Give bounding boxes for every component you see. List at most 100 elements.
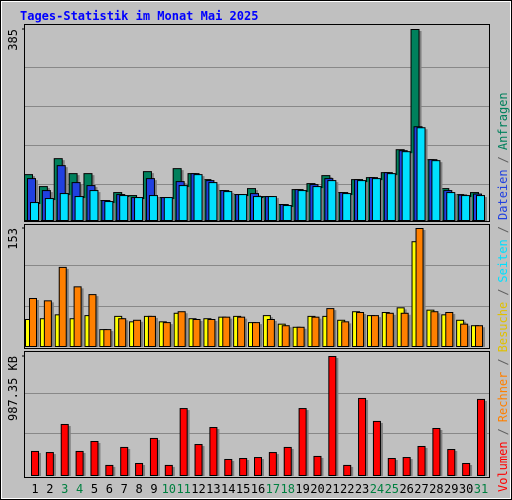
bar bbox=[45, 452, 54, 477]
bar bbox=[460, 323, 469, 347]
bar bbox=[135, 462, 144, 476]
bar bbox=[60, 423, 69, 476]
x-tick-label: 5 bbox=[91, 482, 98, 496]
bar bbox=[179, 408, 188, 477]
bar bbox=[149, 437, 158, 476]
bar bbox=[297, 190, 307, 222]
bar bbox=[58, 266, 67, 347]
legend-separator: / bbox=[496, 156, 510, 163]
bar bbox=[162, 322, 171, 348]
x-tick-label: 24 bbox=[370, 482, 384, 496]
bar bbox=[119, 195, 129, 222]
bar bbox=[327, 180, 337, 221]
x-tick-label: 20 bbox=[310, 482, 324, 496]
x-tick-label: 13 bbox=[206, 482, 220, 496]
x-tick-label: 10 bbox=[162, 482, 176, 496]
x-tick-label: 14 bbox=[221, 482, 235, 496]
bar bbox=[237, 316, 246, 347]
bar bbox=[447, 449, 456, 476]
y-tick-label: 385 bbox=[6, 29, 20, 51]
bar bbox=[239, 458, 248, 476]
y-tick-label: 153 bbox=[6, 228, 20, 250]
bar bbox=[387, 458, 396, 476]
bar bbox=[402, 457, 411, 477]
bar bbox=[372, 420, 381, 477]
x-tick-label: 3 bbox=[61, 482, 68, 496]
x-tick-label: 29 bbox=[444, 482, 458, 496]
bar bbox=[417, 445, 426, 477]
bar bbox=[89, 190, 99, 222]
x-tick-label: 11 bbox=[176, 482, 190, 496]
bar bbox=[74, 196, 84, 222]
bar bbox=[134, 197, 144, 221]
bar bbox=[59, 193, 69, 221]
bar bbox=[461, 195, 471, 222]
bar bbox=[147, 315, 156, 347]
bar bbox=[298, 408, 307, 477]
bar bbox=[401, 151, 411, 222]
x-tick-label: 21 bbox=[325, 482, 339, 496]
bar bbox=[252, 322, 260, 348]
bar bbox=[209, 427, 218, 477]
x-tick-label: 27 bbox=[414, 482, 428, 496]
bar bbox=[163, 197, 173, 221]
x-tick-label: 9 bbox=[150, 482, 157, 496]
bar bbox=[192, 319, 201, 347]
bar bbox=[385, 312, 394, 347]
bar bbox=[431, 160, 441, 222]
bar bbox=[296, 326, 305, 347]
bar bbox=[371, 178, 381, 222]
bar bbox=[222, 316, 231, 347]
x-tick-label: 12 bbox=[191, 482, 205, 496]
bar bbox=[341, 321, 350, 348]
x-tick-label: 1 bbox=[31, 482, 38, 496]
legend-entry: Volumen bbox=[496, 441, 510, 492]
x-tick-label: 6 bbox=[106, 482, 113, 496]
bar bbox=[281, 325, 290, 348]
bar bbox=[342, 193, 352, 221]
bar bbox=[194, 444, 203, 476]
x-tick-label: 16 bbox=[251, 482, 265, 496]
x-tick-label: 31 bbox=[474, 482, 488, 496]
bar bbox=[193, 174, 203, 221]
bar bbox=[75, 450, 84, 477]
x-tick-label: 25 bbox=[385, 482, 399, 496]
bar bbox=[268, 452, 277, 477]
x-tick-label: 8 bbox=[135, 482, 142, 496]
bar bbox=[266, 319, 275, 347]
bar bbox=[313, 455, 322, 476]
bar bbox=[370, 315, 379, 348]
bar bbox=[462, 462, 471, 476]
legend: Volumen / Rechner / Besuche / Seiten / Dateien / A… bbox=[496, 92, 510, 492]
legend-entry: Besuche bbox=[496, 302, 510, 353]
bar bbox=[416, 127, 426, 221]
legend-separator: / bbox=[496, 289, 510, 296]
bar bbox=[283, 446, 292, 476]
bar bbox=[267, 196, 277, 222]
bar bbox=[282, 205, 292, 222]
x-tick-label: 4 bbox=[76, 482, 83, 496]
bar bbox=[328, 356, 337, 476]
bar bbox=[29, 298, 37, 347]
bar bbox=[103, 329, 112, 348]
bar bbox=[238, 194, 248, 221]
bar bbox=[104, 201, 114, 221]
bar bbox=[358, 397, 367, 476]
x-tick-label: 17 bbox=[266, 482, 280, 496]
bar bbox=[164, 464, 173, 477]
bar bbox=[357, 180, 367, 221]
bar bbox=[477, 398, 485, 476]
bar bbox=[43, 300, 52, 348]
bar bbox=[476, 195, 485, 222]
bar bbox=[148, 195, 158, 222]
bar bbox=[73, 286, 82, 348]
bar bbox=[120, 446, 129, 476]
x-tick-label: 19 bbox=[295, 482, 309, 496]
bar bbox=[118, 318, 127, 348]
bar bbox=[445, 312, 454, 347]
bar bbox=[386, 173, 396, 222]
bar bbox=[430, 311, 439, 348]
